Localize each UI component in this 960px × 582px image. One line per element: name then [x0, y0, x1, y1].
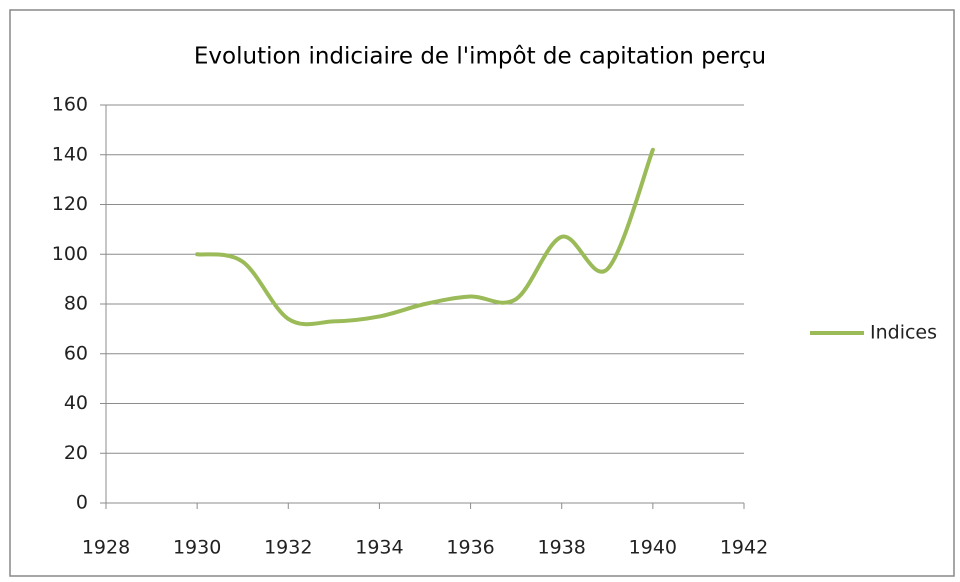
- x-tick-label: 1942: [720, 537, 768, 559]
- y-tick-label: 120: [52, 193, 88, 215]
- chart-frame: [9, 9, 955, 577]
- y-tick-label: 160: [52, 94, 88, 116]
- x-tick-label: 1940: [629, 537, 677, 559]
- y-tick-label: 80: [64, 293, 88, 315]
- y-tick-label: 100: [52, 243, 88, 265]
- y-tick-label: 140: [52, 143, 88, 165]
- chart-title: Evolution indiciaire de l'impôt de capit…: [194, 44, 766, 70]
- legend-label: Indices: [870, 322, 937, 344]
- x-tick-label: 1938: [538, 537, 586, 559]
- x-tick-label: 1936: [446, 537, 494, 559]
- y-tick-label: 20: [64, 442, 88, 464]
- y-tick-label: 40: [64, 392, 88, 414]
- x-tick-label: 1932: [264, 537, 312, 559]
- line: [195, 147, 655, 327]
- y-tick-label: 0: [76, 492, 88, 514]
- x-tick-label: 1930: [173, 537, 221, 559]
- x-tick-label: 1928: [82, 537, 130, 559]
- y-tick-label: 60: [64, 342, 88, 364]
- x-tick-label: 1934: [355, 537, 403, 559]
